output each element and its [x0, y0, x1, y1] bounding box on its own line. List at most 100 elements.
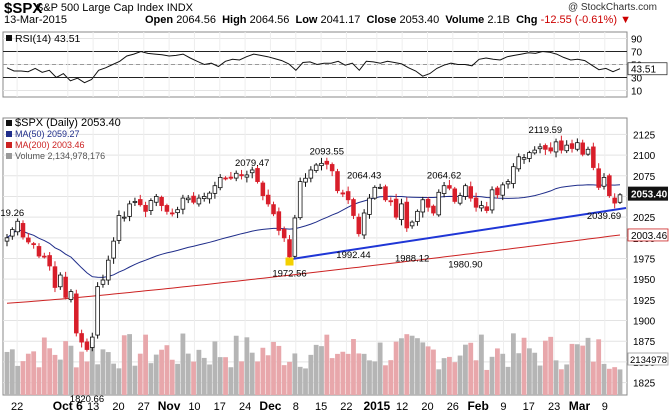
- volume-bar: [542, 340, 548, 395]
- close-value-tag: [628, 186, 668, 201]
- candle-body: [340, 192, 346, 195]
- candle-body: [457, 195, 463, 204]
- candle-body: [468, 186, 474, 199]
- volume-bar: [233, 335, 239, 395]
- volume-bar: [377, 342, 383, 395]
- candle-body: [431, 205, 436, 214]
- candle-body: [180, 197, 186, 210]
- candle-body: [244, 174, 250, 178]
- copyright[interactable]: @ StockCharts.com: [567, 2, 657, 13]
- volume-bar: [548, 336, 554, 395]
- candle-body: [447, 185, 452, 189]
- candle-body: [191, 195, 196, 203]
- x-tick-label: 22: [340, 401, 352, 413]
- candle-body: [473, 197, 479, 208]
- volume-bar: [25, 353, 31, 395]
- price-legend-swatch: [6, 142, 12, 148]
- price-annotation: 1820.66: [70, 394, 104, 405]
- chg-value: -12.55 (-0.61%): [540, 14, 617, 26]
- volume-bar: [223, 357, 228, 395]
- candle-body: [511, 166, 516, 184]
- open-label: Open: [145, 14, 174, 26]
- candle-body: [479, 205, 484, 209]
- volume-bar: [175, 363, 180, 395]
- volume-bar: [271, 341, 276, 395]
- candle-body: [148, 200, 154, 211]
- candle-body: [319, 162, 324, 167]
- volume-bar: [159, 349, 164, 395]
- volume-bar: [457, 355, 463, 395]
- volume-bar: [367, 360, 372, 395]
- volume-bar: [612, 367, 618, 395]
- close-value-tag-text: 2053.40: [631, 190, 668, 201]
- candle-body: [537, 146, 543, 150]
- volume-bar: [436, 369, 442, 395]
- candle-body: [90, 336, 95, 348]
- price-legend-item: MA(200) 2003.46: [15, 140, 85, 150]
- price-legend-swatch: [6, 153, 12, 159]
- candle-body: [367, 197, 372, 215]
- price-annotation: 2019.26: [0, 208, 24, 219]
- candle-body: [201, 196, 207, 199]
- volume-bar: [452, 362, 458, 395]
- volume-bar: [521, 337, 527, 395]
- candle-body: [164, 205, 170, 212]
- volume-bar: [212, 341, 218, 395]
- volume-bar: [393, 341, 399, 395]
- volume-bar: [180, 333, 186, 395]
- rsi-tick-label: 10: [631, 87, 643, 98]
- volume-bar: [164, 345, 170, 395]
- candle-body: [415, 210, 420, 222]
- candle-body: [79, 333, 84, 343]
- candle-body: [271, 204, 276, 215]
- x-tick-label: 13: [87, 401, 99, 413]
- candle-body: [543, 145, 548, 150]
- candle-body: [505, 181, 511, 185]
- candle-body: [553, 141, 559, 153]
- close-value: 2053.40: [399, 14, 440, 26]
- volume-bar: [532, 352, 538, 395]
- price-tick-label: 1925: [633, 296, 656, 307]
- candle-body: [287, 239, 292, 258]
- candle-body: [228, 176, 234, 179]
- volume-bar: [84, 361, 90, 395]
- x-tick-label: 24: [239, 401, 251, 413]
- x-tick-label: Nov: [158, 399, 181, 413]
- candle-body: [127, 203, 132, 217]
- candle-body: [463, 185, 468, 197]
- volume-bar: [479, 334, 484, 395]
- price-annotation: 2119.59: [529, 125, 563, 136]
- candle-body: [36, 246, 42, 257]
- candle-body: [4, 237, 10, 242]
- x-tick-label: 10: [188, 401, 200, 413]
- candle-body: [399, 203, 404, 221]
- candle-body: [68, 291, 74, 300]
- volume-bar: [596, 339, 602, 395]
- candle-body: [111, 240, 116, 259]
- candle-body: [420, 199, 426, 213]
- candle-body: [52, 266, 58, 288]
- volume-bar: [228, 367, 234, 395]
- volume-bar: [68, 345, 74, 395]
- candle-body: [564, 144, 569, 152]
- volume-bar: [431, 349, 436, 395]
- volume-bar: [569, 343, 575, 395]
- candle-body: [47, 255, 52, 267]
- candle-body: [569, 143, 575, 149]
- exchange-label: INDX: [166, 2, 193, 14]
- x-tick-label: 23: [548, 401, 560, 413]
- x-tick-label: 8: [293, 401, 299, 413]
- candle-body: [281, 228, 287, 239]
- x-tick-label: 27: [138, 401, 150, 413]
- volume-value-tag-text: 2134978: [630, 355, 667, 366]
- price-legend-item: Volume 2,134,978,176: [15, 151, 105, 161]
- price-legend-item: MA(50) 2059.27: [15, 129, 80, 139]
- candle-body: [74, 293, 79, 334]
- candle-body: [559, 140, 564, 151]
- price-annotation: 1980.90: [448, 260, 482, 271]
- candle-body: [292, 217, 298, 257]
- candle-body: [15, 220, 20, 233]
- price-tick-label: 1875: [633, 337, 656, 348]
- volume-bar: [201, 357, 207, 395]
